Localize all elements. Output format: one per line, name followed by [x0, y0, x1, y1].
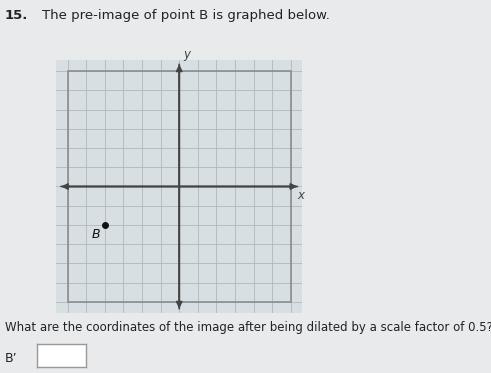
Text: 15.: 15. — [5, 9, 28, 22]
Text: B’: B’ — [5, 352, 18, 366]
Text: x: x — [298, 189, 304, 203]
Text: y: y — [183, 48, 190, 61]
Text: What are the coordinates of the image after being dilated by a scale factor of 0: What are the coordinates of the image af… — [5, 321, 491, 334]
Text: B: B — [91, 228, 100, 241]
Text: The pre-image of point B is graphed below.: The pre-image of point B is graphed belo… — [42, 9, 329, 22]
